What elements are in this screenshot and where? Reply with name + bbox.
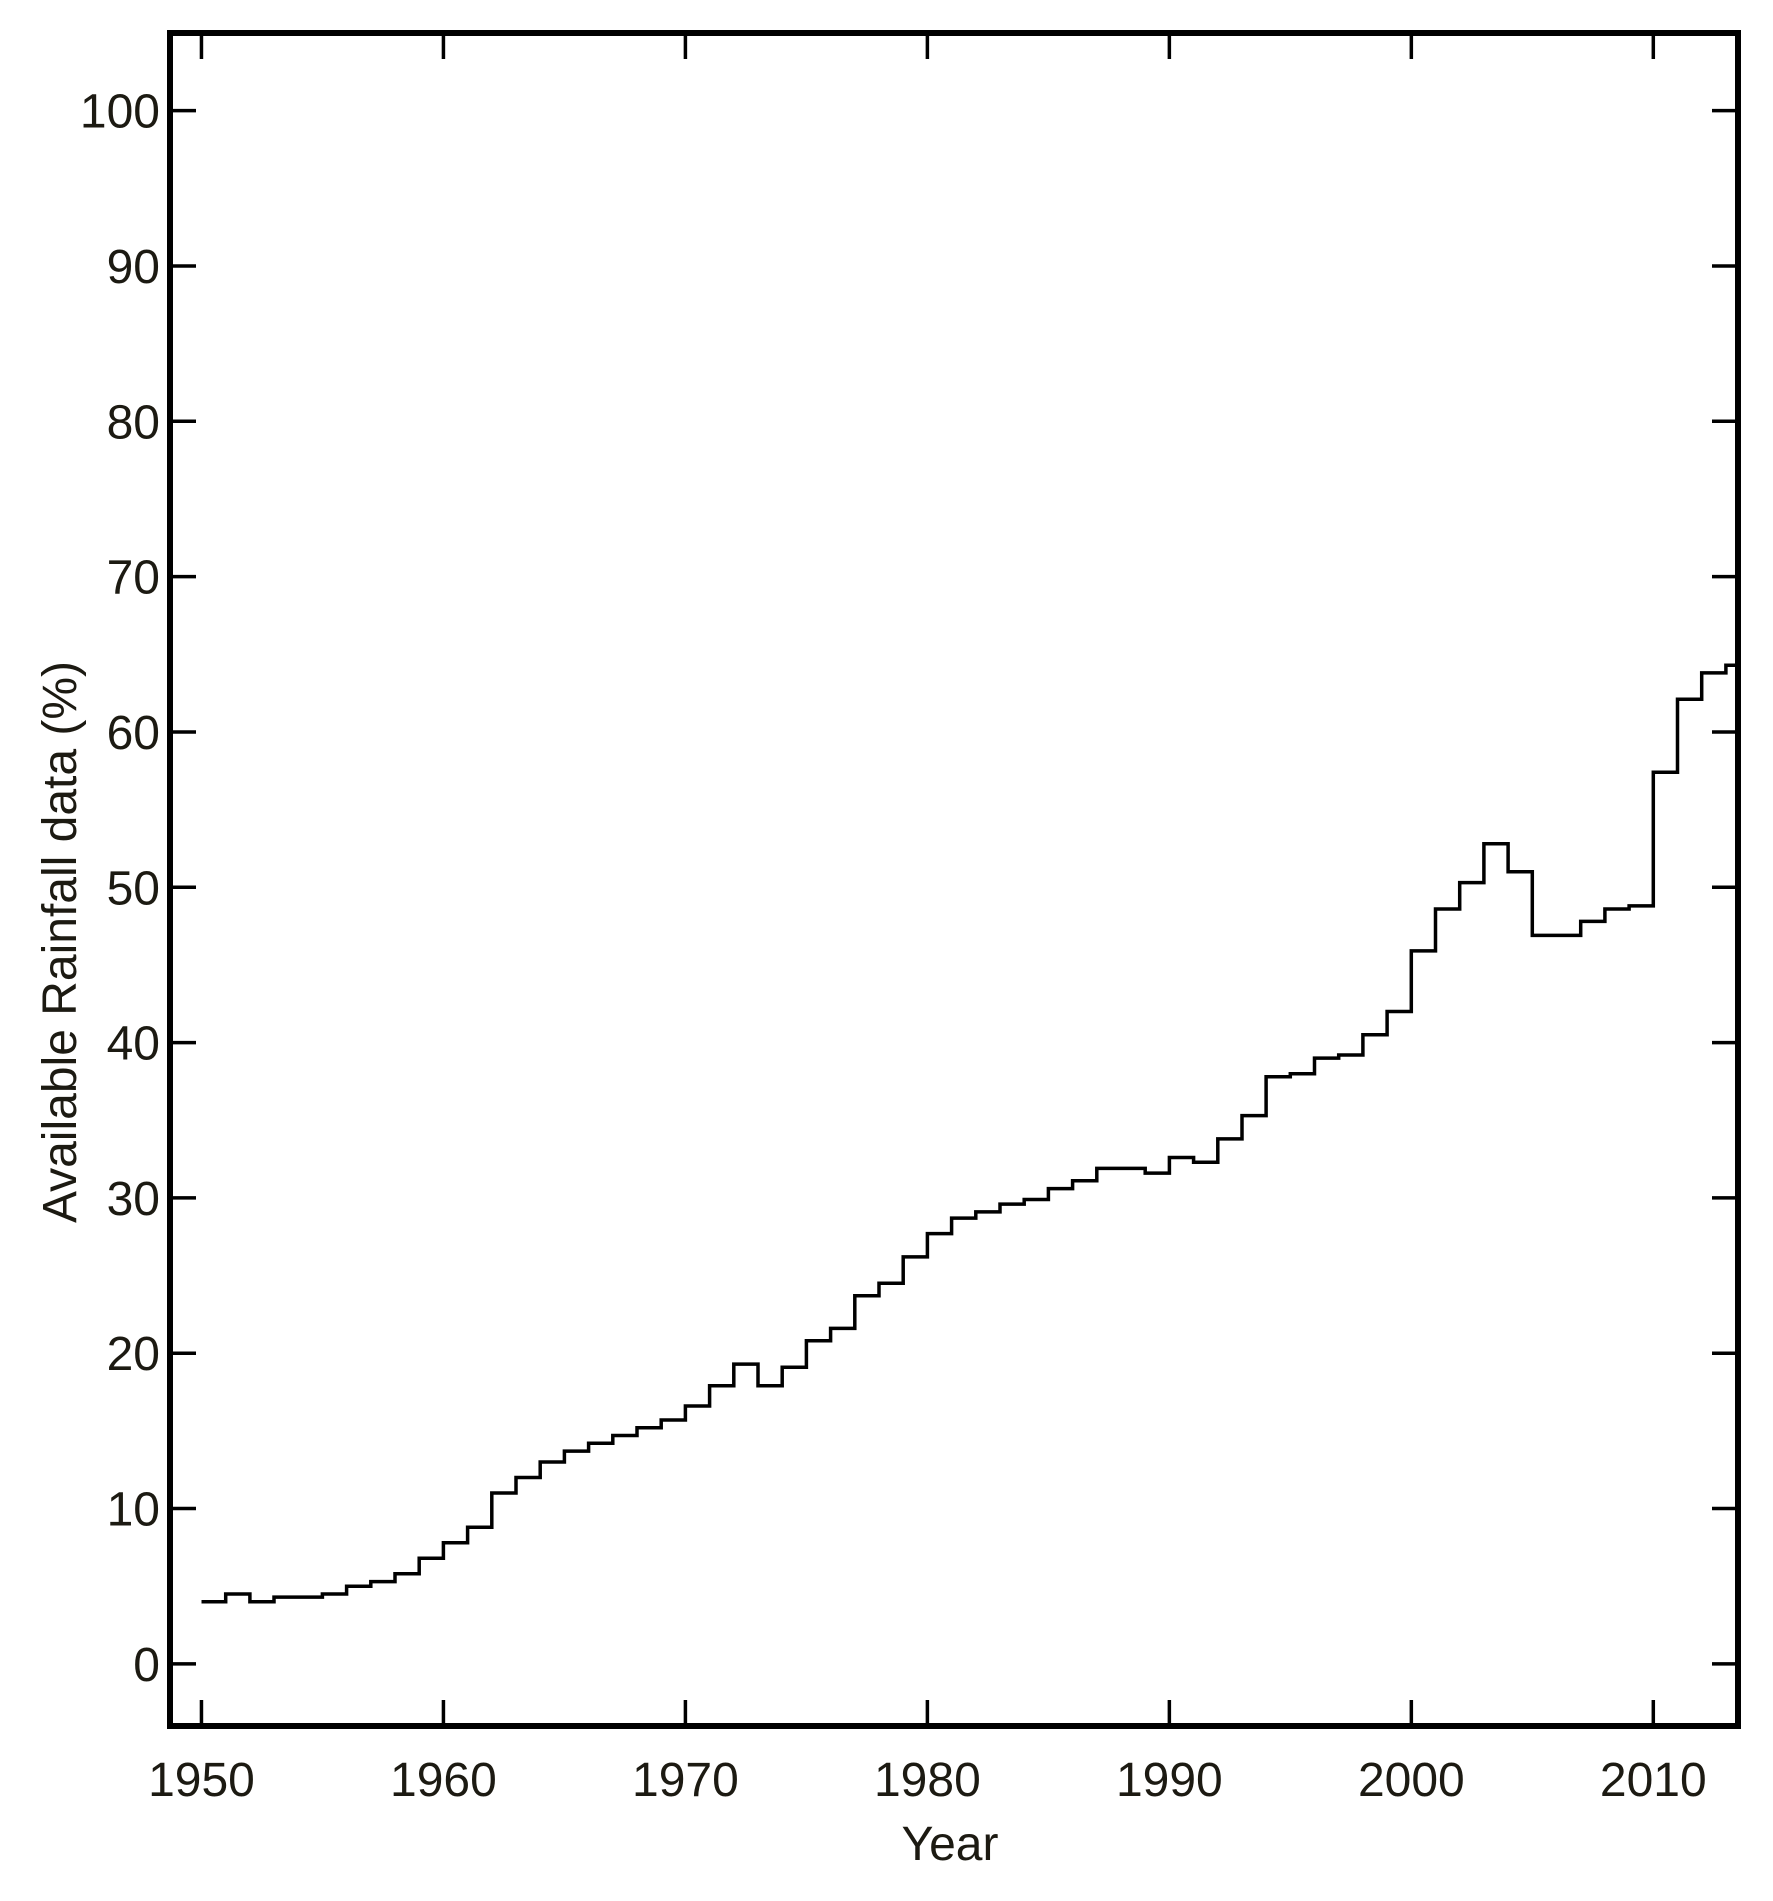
axis-ticks [170,33,1738,1726]
tick-labels: 1950 1960 1970 1980 1990 2000 2010 0 10 20 30 40 50 6… [80,86,1707,1807]
series-line [201,663,1738,1604]
y-tick-label: 60 [107,707,160,760]
y-tick-label: 90 [107,241,160,294]
x-tick-label: 1950 [148,1754,255,1807]
y-tick-label: 100 [80,86,160,139]
x-tick-label: 2010 [1600,1754,1707,1807]
y-tick-label: 80 [107,396,160,449]
x-tick-label: 1990 [1116,1754,1223,1807]
x-tick-label: 1980 [874,1754,981,1807]
y-tick-label: 0 [133,1639,160,1692]
y-tick-label: 30 [107,1173,160,1226]
x-tick-label: 1960 [390,1754,497,1807]
y-tick-label: 20 [107,1328,160,1381]
x-axis-title: Year [902,1818,999,1871]
plot-frame [167,30,1741,1729]
y-axis-title: Available Rainfall data (%) [34,661,87,1223]
y-tick-label: 10 [107,1484,160,1537]
x-tick-label: 2000 [1358,1754,1465,1807]
y-tick-label: 70 [107,552,160,605]
y-tick-label: 50 [107,862,160,915]
y-tick-label: 40 [107,1018,160,1071]
x-tick-label: 1970 [632,1754,739,1807]
